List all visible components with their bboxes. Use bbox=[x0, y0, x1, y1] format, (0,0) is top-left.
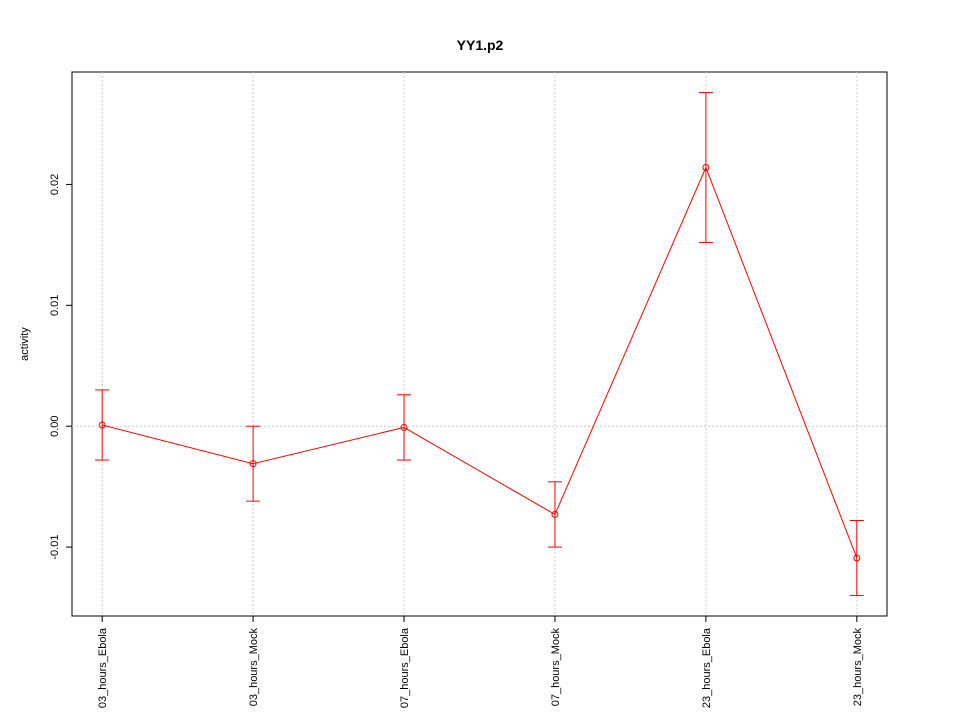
point bbox=[551, 510, 559, 518]
y-axis-label: activity bbox=[19, 327, 31, 361]
x-tick-label: 03_hours_Ebola bbox=[97, 627, 109, 708]
point bbox=[249, 460, 257, 468]
chart-title: YY1.p2 bbox=[457, 37, 504, 53]
y-tick-label: 0.01 bbox=[49, 295, 61, 316]
y-tick-label: -0.01 bbox=[49, 535, 61, 560]
x-tick-label: 23_hours_Ebola bbox=[701, 627, 713, 708]
line bbox=[102, 166, 858, 559]
x-tick-label: 23_hours_Mock bbox=[852, 628, 864, 707]
y-tick-label: 0.00 bbox=[49, 415, 61, 436]
x-tick-label: 03_hours_Mock bbox=[248, 628, 260, 707]
point bbox=[400, 423, 408, 431]
point bbox=[853, 554, 861, 562]
point bbox=[702, 164, 710, 172]
y-tick-label: 0.02 bbox=[49, 174, 61, 195]
plot-frame bbox=[71, 71, 888, 617]
x-tick-label: 07_hours_Mock bbox=[550, 628, 562, 707]
point bbox=[98, 421, 106, 429]
x-tick-label: 07_hours_Ebola bbox=[399, 627, 411, 708]
